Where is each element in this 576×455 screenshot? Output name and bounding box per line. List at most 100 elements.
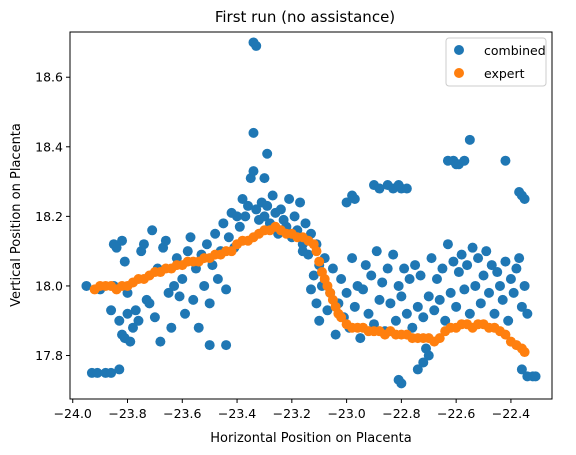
combined-point — [429, 305, 440, 316]
combined-point — [390, 315, 401, 326]
combined-point — [251, 40, 262, 51]
combined-point — [445, 287, 456, 298]
combined-point — [516, 301, 527, 312]
combined-point — [360, 260, 371, 271]
y-tick-label: 18.0 — [35, 278, 63, 293]
combined-point — [437, 263, 448, 274]
x-tick-label: −23.6 — [163, 406, 201, 421]
combined-point — [297, 246, 308, 257]
expert-point — [314, 256, 325, 267]
chart-title: First run (no assistance) — [215, 8, 395, 26]
combined-series — [81, 37, 541, 389]
combined-point — [399, 263, 410, 274]
expert-point — [519, 347, 530, 358]
combined-point — [530, 371, 541, 382]
expert-series — [89, 221, 530, 358]
combined-point — [106, 367, 117, 378]
combined-point — [404, 273, 415, 284]
combined-point — [308, 270, 319, 281]
combined-point — [130, 305, 141, 316]
combined-point — [492, 267, 503, 278]
combined-point — [125, 336, 136, 347]
combined-point — [473, 253, 484, 264]
combined-point — [160, 235, 171, 246]
legend-label-combined: combined — [484, 43, 546, 58]
y-tick-label: 18.4 — [35, 139, 63, 154]
combined-point — [481, 246, 492, 257]
plot-frame — [69, 31, 553, 400]
combined-point — [262, 200, 273, 211]
combined-point — [259, 211, 270, 222]
combined-point — [396, 291, 407, 302]
combined-point — [358, 284, 369, 295]
combined-point — [138, 239, 149, 250]
legend-marker-expert — [454, 68, 464, 78]
combined-point — [500, 256, 511, 267]
combined-point — [210, 228, 221, 239]
x-tick-label: −22.6 — [437, 406, 475, 421]
combined-point — [347, 253, 358, 264]
x-tick-label: −23.8 — [108, 406, 146, 421]
combined-point — [92, 367, 103, 378]
combined-point — [418, 312, 429, 323]
combined-point — [114, 315, 125, 326]
expert-point — [226, 246, 237, 257]
combined-point — [462, 260, 473, 271]
combined-point — [204, 298, 215, 309]
y-tick-label: 18.2 — [35, 209, 63, 224]
combined-point — [259, 173, 270, 184]
combined-point — [459, 155, 470, 166]
combined-point — [182, 246, 193, 257]
legend: combined expert — [445, 37, 547, 87]
combined-point — [221, 340, 232, 351]
combined-point — [243, 200, 254, 211]
combined-point — [232, 211, 243, 222]
combined-point — [388, 249, 399, 260]
combined-point — [448, 256, 459, 267]
combined-point — [218, 218, 229, 229]
combined-point — [177, 273, 188, 284]
combined-point — [382, 263, 393, 274]
combined-point — [366, 270, 377, 281]
legend-label-expert: expert — [484, 66, 525, 81]
combined-point — [393, 280, 404, 291]
expert-point — [311, 246, 322, 257]
combined-point — [127, 322, 138, 333]
combined-point — [412, 301, 423, 312]
combined-point — [412, 364, 423, 375]
combined-point — [377, 277, 388, 288]
combined-point — [467, 242, 478, 253]
combined-point — [464, 308, 475, 319]
y-axis-label: Vertical Position on Placenta — [9, 123, 24, 307]
combined-point — [180, 308, 191, 319]
combined-point — [442, 239, 453, 250]
combined-point — [341, 197, 352, 208]
combined-point — [500, 155, 511, 166]
combined-point — [251, 204, 262, 215]
combined-point — [322, 305, 333, 316]
legend-marker-combined — [454, 45, 464, 55]
combined-point — [514, 253, 525, 264]
combined-point — [470, 280, 481, 291]
combined-point — [248, 127, 259, 138]
x-tick-label: −23.4 — [218, 406, 256, 421]
combined-point — [240, 211, 251, 222]
expert-point — [336, 312, 347, 323]
y-tick-label: 17.8 — [35, 348, 63, 363]
combined-point — [415, 270, 426, 281]
combined-point — [511, 263, 522, 274]
combined-point — [440, 315, 451, 326]
combined-point — [122, 287, 133, 298]
combined-point — [289, 211, 300, 222]
expert-point — [500, 329, 511, 340]
combined-point — [262, 148, 273, 159]
combined-point — [237, 193, 248, 204]
x-tick-label: −23.2 — [273, 406, 311, 421]
combined-point — [327, 263, 338, 274]
combined-point — [122, 308, 133, 319]
combined-point — [275, 204, 286, 215]
combined-point — [163, 287, 174, 298]
combined-point — [185, 232, 196, 243]
combined-point — [204, 340, 215, 351]
